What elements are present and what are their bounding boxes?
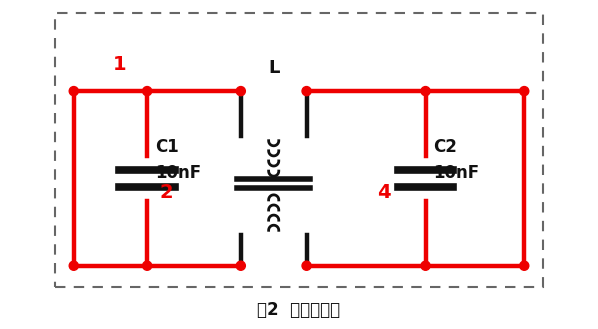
Circle shape [142, 261, 152, 270]
Text: C2: C2 [433, 138, 457, 156]
Text: 2: 2 [160, 183, 173, 202]
Circle shape [421, 261, 430, 270]
Text: 图2  平行滤波器: 图2 平行滤波器 [257, 301, 341, 319]
Circle shape [236, 87, 245, 96]
Circle shape [302, 261, 311, 270]
Circle shape [236, 261, 245, 270]
Text: C1: C1 [155, 138, 178, 156]
Text: L: L [268, 59, 279, 77]
Circle shape [520, 87, 529, 96]
Circle shape [142, 87, 152, 96]
Circle shape [302, 87, 311, 96]
Text: 10nF: 10nF [155, 164, 201, 182]
Circle shape [421, 87, 430, 96]
Circle shape [69, 87, 78, 96]
Circle shape [69, 261, 78, 270]
Text: 4: 4 [377, 183, 391, 202]
Bar [55, 13, 543, 288]
Circle shape [520, 261, 529, 270]
Text: 10nF: 10nF [433, 164, 479, 182]
Text: 1: 1 [112, 55, 126, 74]
